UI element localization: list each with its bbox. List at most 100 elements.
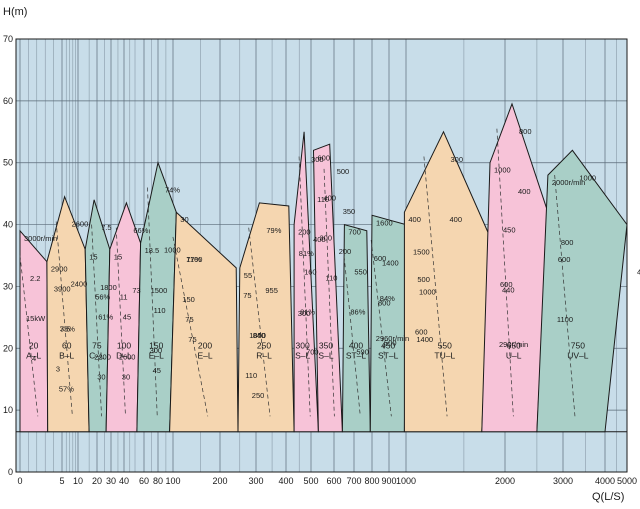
series-annotation: 2900 <box>51 265 68 274</box>
series-annotation: 56% <box>95 292 110 301</box>
series-annotation: 400 <box>313 235 326 244</box>
series-annotation: 11 <box>120 292 128 301</box>
zone-label-line: S–L <box>295 350 310 360</box>
series-annotation: 700 <box>306 348 319 357</box>
x-tick-label: 300 <box>248 476 263 486</box>
series-annotation: 1050 <box>249 331 266 340</box>
series-annotation: 800 <box>561 238 574 247</box>
efficiency-dash <box>298 156 311 417</box>
series-annotation: 590 <box>356 348 369 357</box>
zone-13 <box>536 149 628 433</box>
series-annotation: 1000 <box>579 173 596 182</box>
zone-label: 20 A–L <box>26 340 41 360</box>
series-annotation: 300 <box>320 233 333 242</box>
series-annotation: 3 <box>56 365 60 374</box>
series-annotation: 45 <box>123 312 131 321</box>
zone-label-line: 450 <box>381 340 395 350</box>
series-annotation: 86% <box>350 308 365 317</box>
series-annotation: 1400 <box>416 335 433 344</box>
efficiency-dash <box>147 187 158 417</box>
series-annotation: 110 <box>245 371 257 380</box>
zone-label-line: ST–L <box>378 350 399 360</box>
series-annotation: 81% <box>300 308 315 317</box>
series-annotation: 500 <box>337 167 350 176</box>
zone-6 <box>237 202 295 433</box>
zone-label-line: S–L <box>318 350 333 360</box>
zone-label-line: 550 <box>438 340 452 350</box>
x-tick-label: 10 <box>73 476 83 486</box>
zone-label-line: ST–L <box>346 350 367 360</box>
series-annotation: 74% <box>165 186 180 195</box>
series-annotation: 150 <box>182 295 195 304</box>
series-annotation: 3900 <box>54 285 71 294</box>
series-annotation: 290r/min <box>499 340 528 349</box>
series-annotation: 2200 <box>94 352 111 361</box>
x-tick-label: 100 <box>165 476 180 486</box>
zone-1 <box>46 195 90 433</box>
series-annotation: 75 <box>188 335 196 344</box>
series-annotation: 1100 <box>186 255 202 264</box>
x-tick-label: 1000 <box>396 476 416 486</box>
zone-11 <box>403 130 491 433</box>
x-tick-label: 5 <box>59 476 64 486</box>
x-tick-label: 200 <box>212 476 227 486</box>
zone-7 <box>293 131 319 433</box>
y-tick-label: 70 <box>3 34 13 44</box>
series-annotation: 79% <box>266 226 281 235</box>
series-annotation: 440 <box>502 286 515 295</box>
series-annotation: 15 <box>114 252 122 261</box>
series-annotation: 1100 <box>557 315 573 324</box>
zone-2 <box>84 199 111 433</box>
series-annotation: 300 <box>298 309 311 318</box>
series-annotation: 2400 <box>71 280 88 289</box>
zone-label: 550 TU–L <box>434 340 455 360</box>
zone-5 <box>169 211 239 433</box>
efficiency-dash <box>172 236 209 417</box>
series-annotation: 33% <box>60 325 75 334</box>
zone-label-line: 350 <box>319 340 333 350</box>
zone-label-line: 650 <box>507 340 521 350</box>
series-annotation: 400 <box>518 187 531 196</box>
zone-label-line: A–L <box>26 350 41 360</box>
series-annotation: 110 <box>154 306 166 315</box>
zone-8 <box>312 143 343 433</box>
x-tick-label: 30 <box>106 476 116 486</box>
series-annotation: 840 <box>253 331 266 340</box>
zone-3 <box>105 201 142 433</box>
zone-4 <box>136 160 177 433</box>
series-annotation: 400 <box>637 268 640 277</box>
series-annotation: 1600 <box>376 218 393 227</box>
series-annotation: 57% <box>59 385 74 394</box>
efficiency-dash <box>370 239 392 417</box>
series-annotation: 300 <box>150 346 163 355</box>
zone-label-line: 75 <box>92 340 102 350</box>
zone-label: 150 E–L <box>149 340 164 360</box>
series-annotation: 30 <box>180 215 188 224</box>
efficiency-dash <box>554 175 576 417</box>
zone-label: 75 C–L <box>89 340 105 360</box>
series-annotation: 300 <box>451 155 464 164</box>
x-tick-label: 500 <box>303 476 318 486</box>
series-annotation: 600 <box>558 255 571 264</box>
series-annotation: 73 <box>132 286 140 295</box>
zone-12 <box>481 102 549 433</box>
series-annotation: 600 <box>500 280 513 289</box>
series-annotation: 30 <box>97 372 105 381</box>
series-annotation: 955 <box>265 286 278 295</box>
x-tick-label: 800 <box>364 476 379 486</box>
series-annotation: 400 <box>408 215 421 224</box>
zone-9 <box>341 223 371 433</box>
zone-label-line: U–L <box>506 350 522 360</box>
series-annotation: 1500 <box>413 248 430 257</box>
series-annotation: 500 <box>417 275 430 284</box>
series-annotation: 1000 <box>494 166 511 175</box>
series-annotation: 15kW <box>26 314 46 323</box>
zone-label-line: 60 <box>62 340 72 350</box>
series-annotation: 77% <box>186 255 201 264</box>
zone-label-line: 100 <box>117 340 131 350</box>
zone-label-line: 400 <box>349 340 363 350</box>
zone-label-line: E–L <box>149 350 164 360</box>
efficiency-dash <box>323 168 335 417</box>
series-annotation: 45 <box>153 366 161 375</box>
